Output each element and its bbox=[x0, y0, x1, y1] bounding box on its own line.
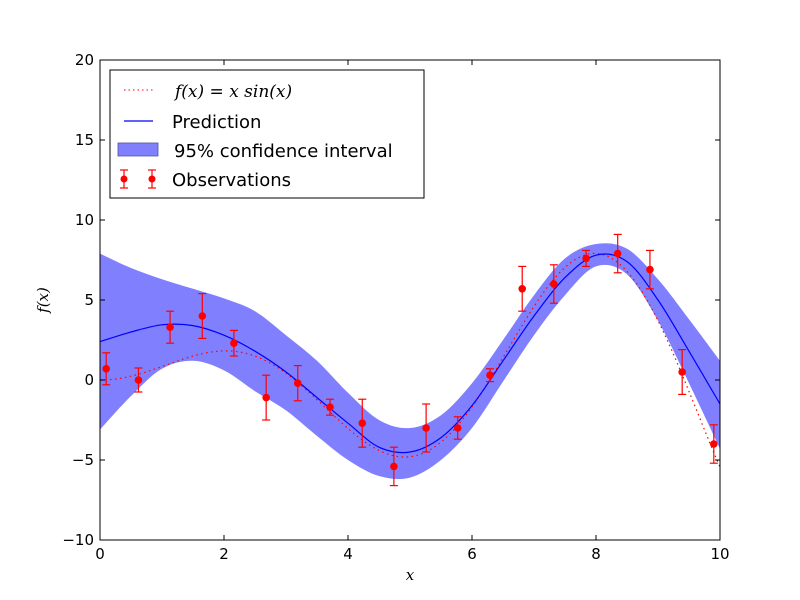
observation-marker bbox=[422, 424, 430, 432]
true-function-line bbox=[99, 252, 721, 468]
y-tick-label: 10 bbox=[75, 211, 94, 229]
observation-point bbox=[326, 398, 335, 416]
legend-true-function-label: f(x) = x sin(x) bbox=[173, 82, 292, 102]
legend-confidence-swatch bbox=[117, 142, 159, 157]
y-axis-label: f(x) bbox=[34, 287, 52, 314]
y-tick-label: 15 bbox=[75, 131, 94, 149]
x-tick-label: 2 bbox=[219, 545, 229, 563]
observation-marker bbox=[710, 440, 718, 448]
observation-point bbox=[358, 398, 367, 448]
x-tick-label: 8 bbox=[591, 545, 601, 563]
legend-observations-swatch bbox=[120, 169, 156, 189]
observation-marker bbox=[166, 323, 174, 332]
observation-marker bbox=[550, 280, 558, 288]
true-function-layer bbox=[99, 252, 721, 468]
observation-marker bbox=[453, 424, 462, 432]
observation-point bbox=[293, 365, 302, 402]
observation-marker bbox=[518, 285, 527, 293]
observation-point bbox=[582, 249, 591, 267]
x-tick-label: 0 bbox=[95, 545, 105, 563]
observation-point bbox=[518, 265, 527, 312]
observation-point bbox=[422, 403, 431, 453]
x-tick-label: 10 bbox=[710, 545, 729, 563]
x-tick-label: 6 bbox=[467, 545, 477, 563]
ticks-layer: 0 2 4 6 8 10 −10 −5 0 5 10 15 20 bbox=[62, 51, 729, 563]
observation-point bbox=[709, 424, 718, 464]
observation-point bbox=[645, 249, 654, 290]
observation-point bbox=[613, 233, 622, 274]
x-tick-label: 4 bbox=[343, 545, 353, 563]
observation-marker bbox=[198, 312, 207, 320]
observation-point bbox=[102, 352, 111, 386]
y-tick-label: −5 bbox=[72, 451, 94, 469]
observation-point bbox=[229, 329, 238, 357]
confidence-band-layer bbox=[100, 243, 720, 480]
observation-marker bbox=[582, 254, 590, 263]
observation-marker bbox=[678, 368, 686, 376]
observation-point bbox=[549, 264, 558, 304]
x-axis-label: x bbox=[406, 566, 415, 584]
legend-confidence-label: 95% confidence interval bbox=[174, 141, 393, 162]
observation-marker bbox=[358, 419, 367, 428]
y-tick-label: 20 bbox=[75, 51, 94, 69]
y-tick-label: 5 bbox=[84, 291, 94, 309]
legend-prediction-label: Prediction bbox=[172, 112, 261, 133]
observation-marker bbox=[134, 376, 143, 384]
observation-point bbox=[262, 374, 271, 421]
confidence-interval-band bbox=[100, 243, 720, 480]
observation-marker bbox=[102, 365, 110, 373]
observation-point bbox=[485, 368, 494, 383]
observation-marker bbox=[293, 379, 302, 388]
observation-point bbox=[166, 310, 175, 344]
observation-marker bbox=[390, 462, 398, 471]
observation-point bbox=[198, 293, 207, 339]
observation-point bbox=[134, 367, 143, 393]
observation-marker bbox=[230, 339, 238, 348]
y-tick-label: 0 bbox=[84, 371, 94, 389]
legend-box bbox=[109, 69, 425, 199]
observation-marker bbox=[613, 249, 622, 258]
observation-point bbox=[389, 446, 398, 487]
y-tick-label: −10 bbox=[62, 531, 94, 549]
observation-point bbox=[678, 349, 687, 395]
observation-marker bbox=[326, 403, 334, 412]
legend-observations-label: Observations bbox=[172, 170, 291, 191]
observations-layer bbox=[102, 233, 718, 487]
legend: f(x) = x sin(x) Prediction 95% confidenc… bbox=[109, 69, 425, 199]
observation-marker bbox=[646, 265, 654, 274]
observation-point bbox=[453, 416, 462, 440]
observation-marker bbox=[486, 371, 494, 380]
observation-marker bbox=[262, 393, 270, 402]
